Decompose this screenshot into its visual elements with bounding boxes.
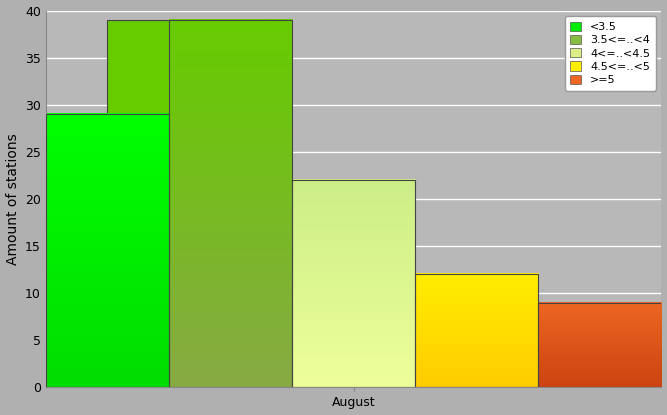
Bar bbox=[477, 303, 600, 388]
Legend: <3.5, 3.5<=..<4, 4<=..<4.5, 4.5<=..<5, >=5: <3.5, 3.5<=..<4, 4<=..<4.5, 4.5<=..<5, >… bbox=[565, 16, 656, 90]
Bar bbox=[0, 114, 107, 388]
Bar bbox=[107, 20, 231, 388]
Bar bbox=[169, 20, 292, 388]
Bar bbox=[538, 303, 662, 388]
Bar bbox=[231, 180, 354, 388]
Bar bbox=[46, 114, 169, 388]
Bar bbox=[354, 274, 477, 388]
Bar bbox=[415, 274, 538, 388]
Bar bbox=[292, 180, 415, 388]
Y-axis label: Amount of stations: Amount of stations bbox=[5, 133, 19, 265]
